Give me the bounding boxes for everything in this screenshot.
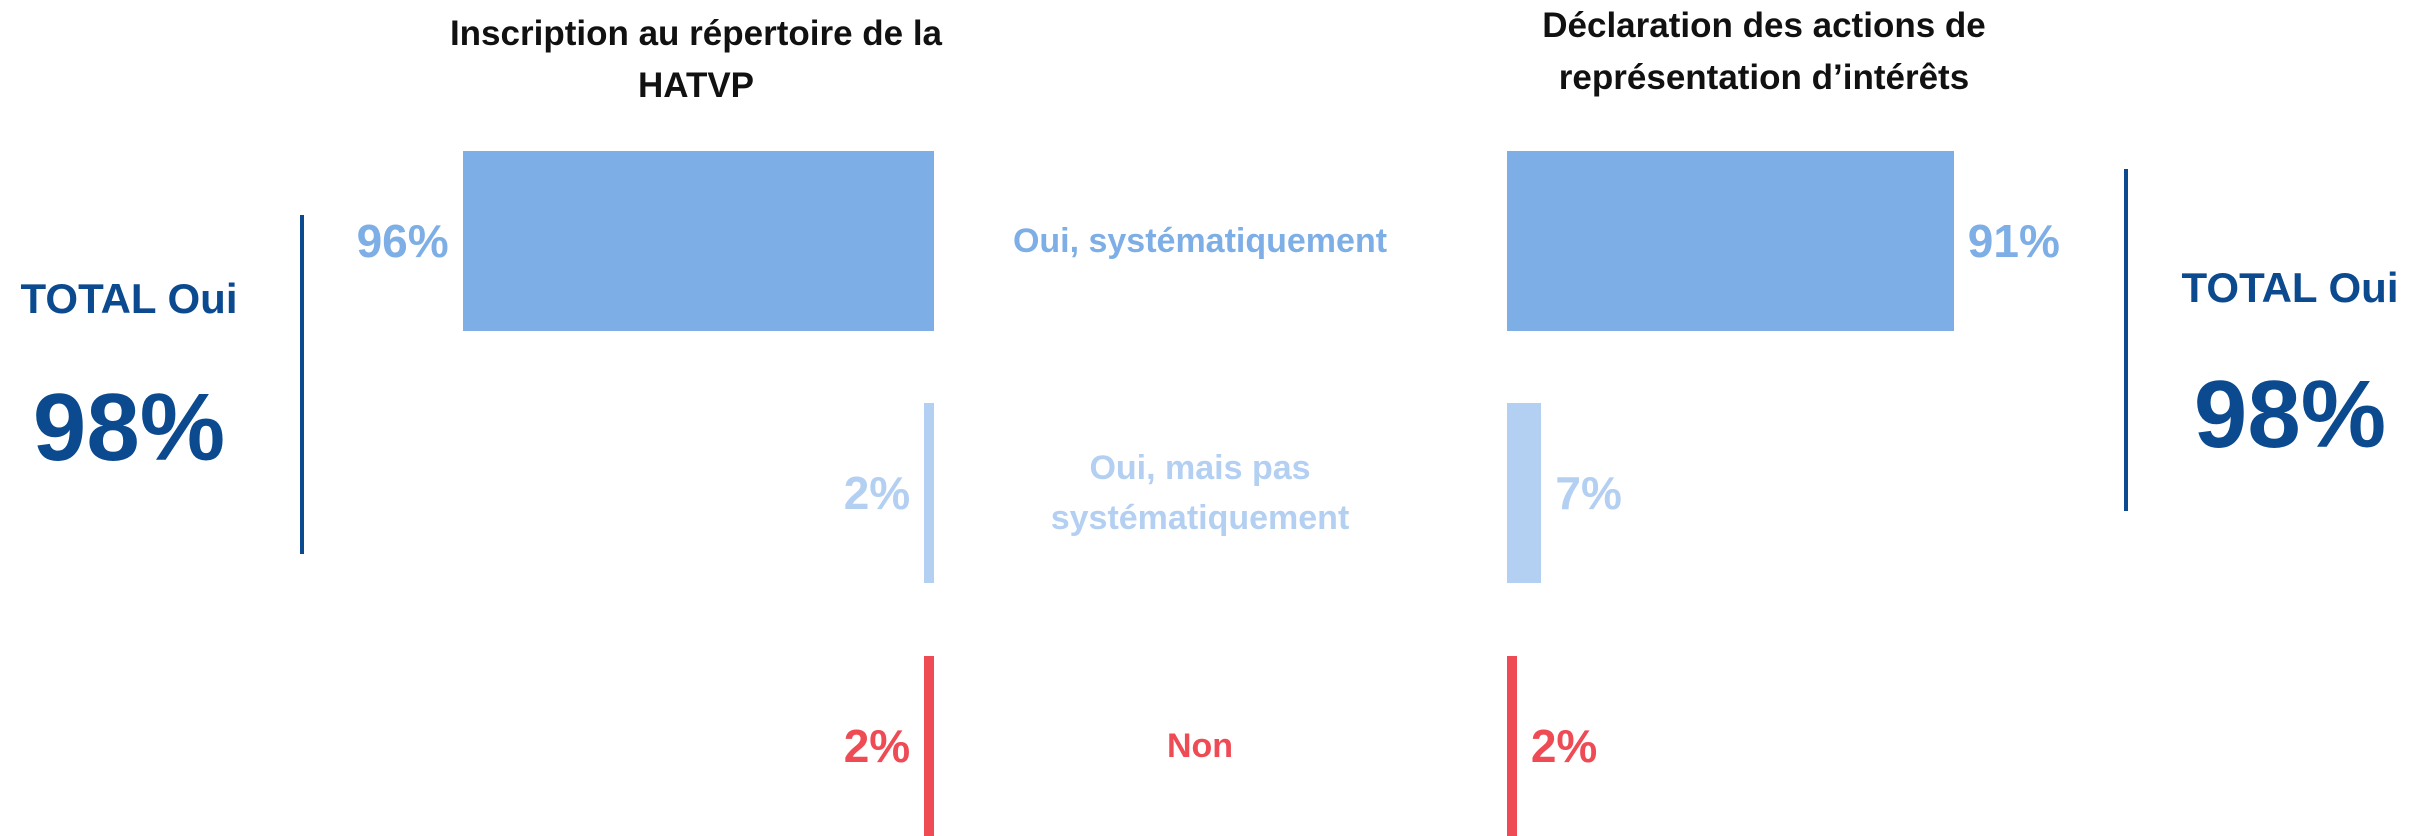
bar bbox=[924, 403, 934, 583]
bar bbox=[1507, 151, 1954, 331]
series-title: Déclaration des actions de représentatio… bbox=[1542, 6, 1986, 97]
category-label: Oui, systématiquement bbox=[1012, 222, 1388, 260]
bar bbox=[1507, 656, 1517, 836]
total-value: 98% bbox=[32, 374, 226, 481]
value-label: 91% bbox=[1967, 215, 2060, 267]
divider-line bbox=[2124, 169, 2128, 511]
value-label: 96% bbox=[356, 215, 449, 267]
total-label: TOTAL Oui bbox=[20, 275, 238, 322]
value-label: 2% bbox=[843, 467, 911, 519]
total-label: TOTAL Oui bbox=[2181, 264, 2399, 311]
bar bbox=[462, 151, 934, 331]
bar bbox=[924, 656, 934, 836]
bar bbox=[1507, 403, 1542, 583]
value-label: 7% bbox=[1555, 467, 1622, 519]
value-label: 2% bbox=[1530, 720, 1598, 772]
series-title: Inscription au répertoire de la HATVP bbox=[449, 14, 943, 105]
value-label: 2% bbox=[843, 720, 911, 772]
category-label: Non bbox=[1166, 727, 1234, 765]
category-label: Oui, mais pas systématiquement bbox=[1050, 449, 1350, 537]
divider-line bbox=[300, 215, 304, 554]
total-value: 98% bbox=[2193, 361, 2387, 468]
